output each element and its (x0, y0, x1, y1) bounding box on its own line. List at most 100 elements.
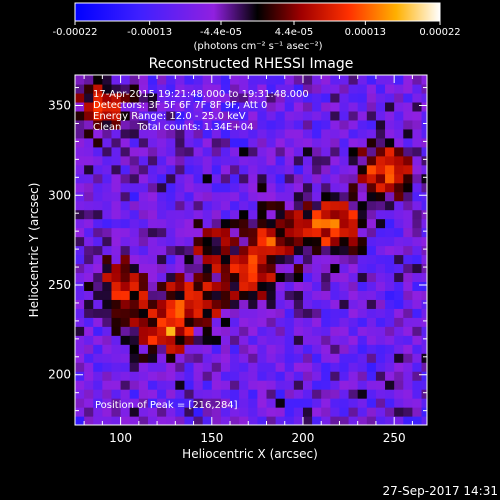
heatmap-cell (239, 182, 249, 193)
heatmap-cell (357, 317, 368, 327)
heatmap-cell (175, 164, 186, 175)
heatmap-cell (230, 407, 240, 417)
heatmap-cell (102, 119, 113, 130)
heatmap-cell (230, 317, 240, 327)
heatmap-cell (111, 416, 122, 425)
heatmap-cell (348, 128, 359, 139)
heatmap-cell (193, 344, 204, 354)
heatmap-cell (120, 75, 131, 85)
heatmap-cell (394, 308, 404, 318)
heatmap-cell (284, 245, 295, 256)
heatmap-cell (403, 182, 414, 193)
heatmap-cell (275, 200, 286, 211)
heatmap-cell (166, 362, 176, 372)
heatmap-cell (330, 83, 341, 94)
heatmap-cell (129, 164, 140, 175)
heatmap-cell (248, 164, 258, 175)
heatmap-cell (394, 209, 404, 220)
heatmap-cell (275, 92, 286, 103)
heatmap-cell (385, 380, 395, 390)
heatmap-cell (375, 272, 386, 283)
heatmap-cell (357, 326, 368, 336)
heatmap-cell (421, 254, 427, 265)
heatmap-cell (330, 371, 341, 381)
heatmap-cell (293, 317, 304, 327)
heatmap-cell (102, 407, 113, 417)
heatmap-cell (138, 326, 149, 336)
heatmap-cell (84, 281, 94, 291)
heatmap-cell (157, 326, 167, 336)
heatmap-cell (248, 362, 258, 372)
heatmap-cell (111, 353, 122, 363)
heatmap-cell (275, 182, 286, 193)
heatmap-cell (75, 83, 85, 94)
heatmap-cell (93, 119, 103, 130)
heatmap-cell (412, 272, 423, 283)
heatmap-cell (275, 218, 286, 229)
heatmap-cell (93, 299, 103, 309)
heatmap-cell (385, 173, 395, 184)
heatmap-cell (357, 290, 368, 300)
heatmap-cell (184, 299, 195, 309)
heatmap-cell (266, 83, 277, 94)
heatmap-cell (403, 389, 414, 399)
heatmap-cell (211, 227, 222, 238)
heatmap-cell (129, 389, 140, 399)
heatmap-cell (230, 92, 240, 103)
heatmap-cell (357, 362, 368, 372)
heatmap-cell (394, 92, 404, 103)
heatmap-cell (211, 119, 222, 130)
heatmap-cell (421, 164, 427, 175)
heatmap-cell (193, 353, 204, 363)
heatmap-cell (175, 92, 186, 103)
heatmap-cell (184, 110, 195, 121)
heatmap-cell (321, 146, 331, 157)
heatmap-cell (157, 227, 167, 238)
heatmap-cell (394, 164, 404, 175)
heatmap-cell (120, 353, 131, 363)
heatmap-cell (220, 308, 231, 318)
heatmap-cell (339, 398, 350, 408)
heatmap-cell (293, 371, 304, 381)
heatmap-cell (421, 155, 427, 166)
heatmap-cell (284, 416, 295, 425)
heatmap-cell (375, 75, 386, 85)
heatmap-cell (120, 200, 131, 211)
heatmap-cell (330, 254, 341, 265)
heatmap-cell (147, 371, 158, 381)
heatmap-cell (403, 218, 414, 229)
heatmap-cell (394, 182, 404, 193)
heatmap-cell (129, 236, 140, 247)
heatmap-cell (421, 209, 427, 220)
heatmap-cell (330, 200, 341, 211)
heatmap-cell (184, 236, 195, 247)
heatmap-cell (211, 236, 222, 247)
heatmap-cell (75, 209, 85, 220)
heatmap-cell (157, 308, 167, 318)
heatmap-cell (293, 191, 304, 202)
heatmap-cell (412, 75, 423, 85)
heatmap-cell (93, 326, 103, 336)
heatmap-cell (357, 416, 368, 425)
heatmap-cell (129, 218, 140, 229)
heatmap-cell (120, 173, 131, 184)
heatmap-cell (75, 110, 85, 121)
heatmap-cell (321, 290, 331, 300)
heatmap-cell (366, 335, 377, 345)
heatmap-cell (84, 191, 94, 202)
heatmap-cell (385, 389, 395, 399)
heatmap-cell (202, 245, 213, 256)
heatmap-cell (211, 290, 222, 300)
heatmap-cell (111, 119, 122, 130)
heatmap-cell (257, 227, 268, 238)
heatmap-cell (211, 155, 222, 166)
heatmap-cell (421, 326, 427, 336)
heatmap-cell (102, 353, 113, 363)
heatmap-cell (375, 389, 386, 399)
heatmap-cell (166, 227, 176, 238)
heatmap-cell (239, 128, 249, 139)
heatmap-cell (284, 110, 295, 121)
heatmap-cell (120, 263, 131, 274)
heatmap-cell (193, 182, 204, 193)
heatmap-cell (302, 335, 313, 345)
